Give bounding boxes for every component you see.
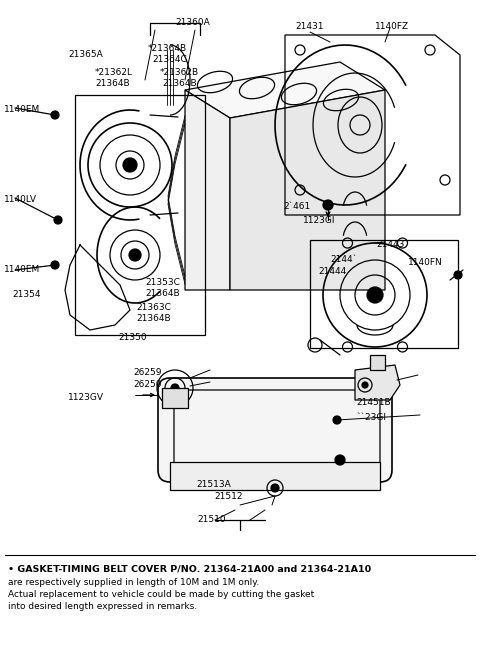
Text: 21364C: 21364C (152, 55, 187, 64)
Circle shape (129, 249, 141, 261)
Text: 21513A: 21513A (196, 480, 231, 489)
Polygon shape (185, 62, 385, 118)
Circle shape (333, 416, 341, 424)
Text: 21431: 21431 (295, 22, 324, 31)
Text: 26259: 26259 (133, 368, 161, 377)
Text: 26250: 26250 (133, 380, 161, 389)
Text: ``23GI: ``23GI (356, 413, 386, 422)
Text: 2144`: 2144` (330, 255, 357, 264)
Circle shape (171, 384, 179, 392)
Polygon shape (230, 90, 385, 290)
Text: 21364B: 21364B (162, 79, 197, 88)
Circle shape (123, 158, 137, 172)
Text: 1123GI: 1123GI (303, 216, 336, 225)
Text: *21364B: *21364B (148, 44, 187, 53)
Polygon shape (185, 90, 230, 290)
Text: 1140LV: 1140LV (4, 195, 37, 204)
Polygon shape (162, 388, 188, 408)
FancyBboxPatch shape (158, 378, 392, 482)
Circle shape (454, 271, 462, 279)
Text: 21363C: 21363C (136, 303, 171, 312)
Polygon shape (355, 365, 400, 400)
Polygon shape (170, 462, 380, 490)
Text: *21362L: *21362L (95, 68, 133, 77)
Text: 21512: 21512 (214, 492, 242, 501)
Text: 21354: 21354 (12, 290, 40, 299)
Text: 1140FZ: 1140FZ (375, 22, 409, 31)
Text: 2`461: 2`461 (283, 202, 310, 211)
Circle shape (323, 200, 333, 210)
Text: are respectively supplied in length of 10M and 1M only.: are respectively supplied in length of 1… (8, 578, 259, 587)
Text: 21360A: 21360A (175, 18, 210, 27)
Text: *21362B: *21362B (160, 68, 199, 77)
Circle shape (51, 261, 59, 269)
Circle shape (362, 382, 368, 388)
Text: • GASKET-TIMING BELT COVER P/NO. 21364-21A00 and 21364-21A10: • GASKET-TIMING BELT COVER P/NO. 21364-2… (8, 565, 371, 574)
Text: 21444: 21444 (318, 267, 346, 276)
Text: 21364B: 21364B (136, 314, 170, 323)
Text: 21364B: 21364B (145, 289, 180, 298)
Text: 1140EM: 1140EM (4, 265, 40, 274)
Circle shape (367, 287, 383, 303)
Text: 21510: 21510 (197, 515, 226, 524)
Circle shape (54, 216, 62, 224)
Text: 21350: 21350 (118, 333, 146, 342)
Text: 1123GV: 1123GV (68, 393, 104, 402)
Text: 21443: 21443 (376, 240, 404, 249)
Circle shape (51, 111, 59, 119)
Circle shape (335, 455, 345, 465)
Text: 21365A: 21365A (68, 50, 103, 59)
Polygon shape (370, 355, 385, 370)
Text: 1140EM: 1140EM (4, 105, 40, 114)
Text: Actual replacement to vehicle could be made by cutting the gasket: Actual replacement to vehicle could be m… (8, 590, 314, 599)
Text: into desired length expressed in remarks.: into desired length expressed in remarks… (8, 602, 197, 611)
Text: 21353C: 21353C (145, 278, 180, 287)
Circle shape (271, 484, 279, 492)
Text: 21451B: 21451B (356, 398, 391, 407)
Text: 21364B: 21364B (95, 79, 130, 88)
Text: 1140FN: 1140FN (408, 258, 443, 267)
